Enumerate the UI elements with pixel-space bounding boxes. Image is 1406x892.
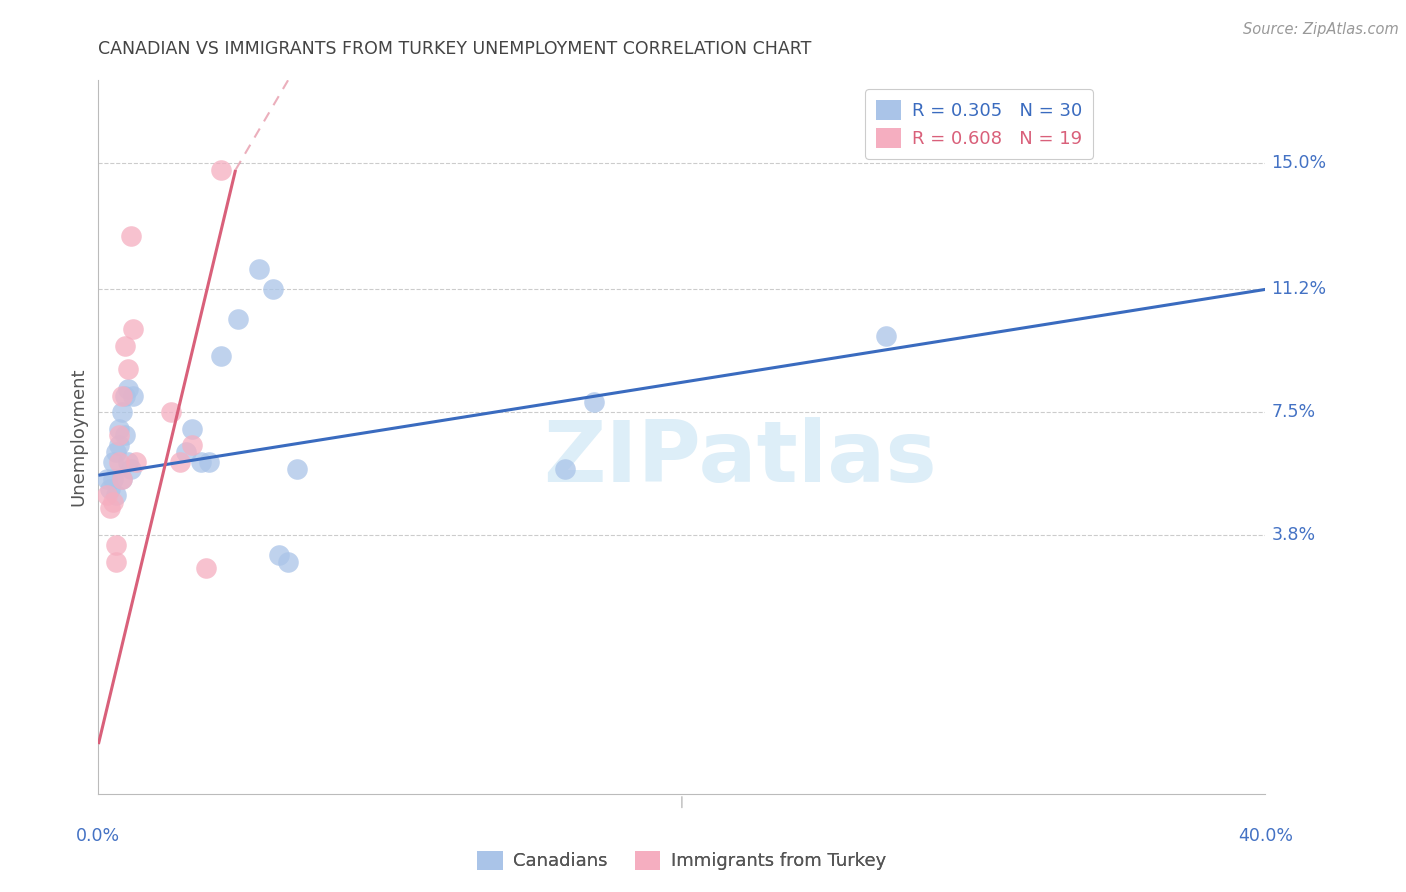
Point xyxy=(198,455,221,469)
Point xyxy=(285,461,308,475)
Point xyxy=(104,555,127,569)
Point xyxy=(114,339,136,353)
Point xyxy=(120,461,142,475)
Point xyxy=(554,461,576,475)
Point xyxy=(114,428,136,442)
Point xyxy=(114,388,136,402)
Point xyxy=(117,455,139,469)
Point xyxy=(98,501,121,516)
Point xyxy=(104,488,127,502)
Point xyxy=(98,482,121,496)
Point xyxy=(96,488,118,502)
Point xyxy=(180,422,202,436)
Text: 15.0%: 15.0% xyxy=(1271,154,1326,172)
Point xyxy=(108,428,131,442)
Point xyxy=(117,382,139,396)
Point xyxy=(108,438,131,452)
Point xyxy=(111,405,134,419)
Point xyxy=(262,282,284,296)
Text: 3.8%: 3.8% xyxy=(1271,526,1316,544)
Point xyxy=(111,472,134,486)
Point xyxy=(111,388,134,402)
Point xyxy=(247,262,270,277)
Point xyxy=(111,472,134,486)
Text: CANADIAN VS IMMIGRANTS FROM TURKEY UNEMPLOYMENT CORRELATION CHART: CANADIAN VS IMMIGRANTS FROM TURKEY UNEMP… xyxy=(98,40,811,58)
Point xyxy=(169,455,191,469)
Y-axis label: Unemployment: Unemployment xyxy=(69,368,87,507)
Point xyxy=(209,162,232,177)
Point xyxy=(277,555,299,569)
Point xyxy=(108,422,131,436)
Point xyxy=(180,438,202,452)
Point xyxy=(190,455,212,469)
Point xyxy=(101,495,124,509)
Text: 0.0%: 0.0% xyxy=(76,827,121,846)
Point xyxy=(117,362,139,376)
Point xyxy=(269,548,291,562)
Point xyxy=(195,561,218,575)
Text: 7.5%: 7.5% xyxy=(1271,403,1316,421)
Text: Source: ZipAtlas.com: Source: ZipAtlas.com xyxy=(1243,22,1399,37)
Text: 40.0%: 40.0% xyxy=(1237,827,1294,846)
Point xyxy=(174,445,197,459)
Point xyxy=(104,538,127,552)
Point xyxy=(101,455,124,469)
Text: ZIPatlas: ZIPatlas xyxy=(543,417,938,500)
Point xyxy=(122,322,145,336)
Point xyxy=(875,329,897,343)
Point xyxy=(228,312,250,326)
Point xyxy=(122,388,145,402)
Point xyxy=(96,472,118,486)
Point xyxy=(160,405,183,419)
Point xyxy=(101,472,124,486)
Point xyxy=(209,349,232,363)
Point xyxy=(120,229,142,244)
Point xyxy=(108,455,131,469)
Point xyxy=(125,455,148,469)
Point xyxy=(583,395,606,409)
Text: 11.2%: 11.2% xyxy=(1271,280,1326,299)
Point xyxy=(104,445,127,459)
Legend: Canadians, Immigrants from Turkey: Canadians, Immigrants from Turkey xyxy=(470,844,894,878)
